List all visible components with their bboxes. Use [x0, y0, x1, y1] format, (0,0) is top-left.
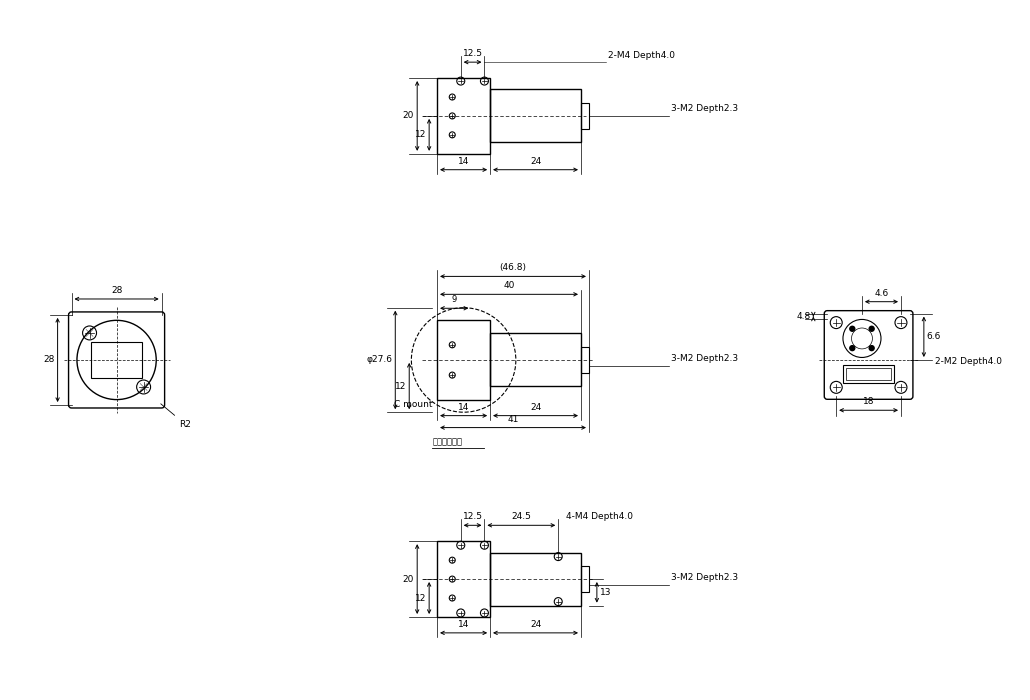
Text: 2-M4 Depth4.0: 2-M4 Depth4.0	[608, 51, 675, 60]
Circle shape	[850, 326, 855, 331]
Text: 40: 40	[504, 281, 515, 290]
Text: 14: 14	[458, 157, 470, 166]
Text: φ27.6: φ27.6	[367, 356, 392, 365]
Bar	[437, 320, 490, 400]
Text: R2: R2	[161, 404, 192, 429]
Bar	[581, 103, 589, 130]
Text: 3-M2 Depth2.3: 3-M2 Depth2.3	[671, 104, 737, 113]
Text: 41: 41	[508, 414, 519, 424]
Text: 4.8: 4.8	[796, 312, 811, 321]
Circle shape	[850, 346, 855, 351]
Text: 28: 28	[111, 286, 123, 295]
Bar	[437, 78, 490, 154]
Text: 24: 24	[529, 620, 541, 629]
Text: 4-M4 Depth4.0: 4-M4 Depth4.0	[566, 512, 633, 522]
Text: 12.5: 12.5	[462, 49, 483, 58]
Text: 12.5: 12.5	[462, 512, 483, 522]
Text: 3-M2 Depth2.3: 3-M2 Depth2.3	[671, 354, 737, 363]
Circle shape	[869, 346, 874, 351]
Text: 2-M2 Depth4.0: 2-M2 Depth4.0	[935, 358, 1002, 366]
Bar	[437, 541, 490, 617]
Text: 24.5: 24.5	[511, 512, 531, 522]
Text: 対面同一形状: 対面同一形状	[433, 438, 462, 447]
Text: 6.6: 6.6	[927, 332, 941, 342]
Text: 3-M2 Depth2.3: 3-M2 Depth2.3	[671, 573, 737, 582]
Text: 20: 20	[403, 575, 414, 584]
Text: 9: 9	[451, 295, 456, 304]
Bar	[846, 368, 891, 380]
Text: 12: 12	[415, 594, 426, 603]
Text: 24: 24	[529, 402, 541, 412]
Text: 24: 24	[529, 157, 541, 166]
Bar	[490, 333, 581, 386]
Circle shape	[869, 326, 874, 331]
Bar	[843, 365, 894, 383]
Text: 12: 12	[415, 130, 426, 139]
Text: (46.8): (46.8)	[500, 263, 526, 272]
Text: 13: 13	[599, 588, 612, 597]
Bar	[581, 346, 589, 373]
Text: 4.6: 4.6	[874, 288, 889, 298]
Text: 18: 18	[863, 398, 874, 406]
Text: 14: 14	[458, 620, 470, 629]
Text: C mount: C mount	[393, 400, 433, 409]
Text: 28: 28	[43, 356, 55, 365]
Bar	[490, 552, 581, 606]
Text: 20: 20	[403, 111, 414, 120]
Text: 12: 12	[394, 382, 406, 391]
Bar	[92, 342, 142, 378]
Bar	[490, 90, 581, 142]
Bar	[581, 566, 589, 592]
Text: 14: 14	[458, 402, 470, 412]
